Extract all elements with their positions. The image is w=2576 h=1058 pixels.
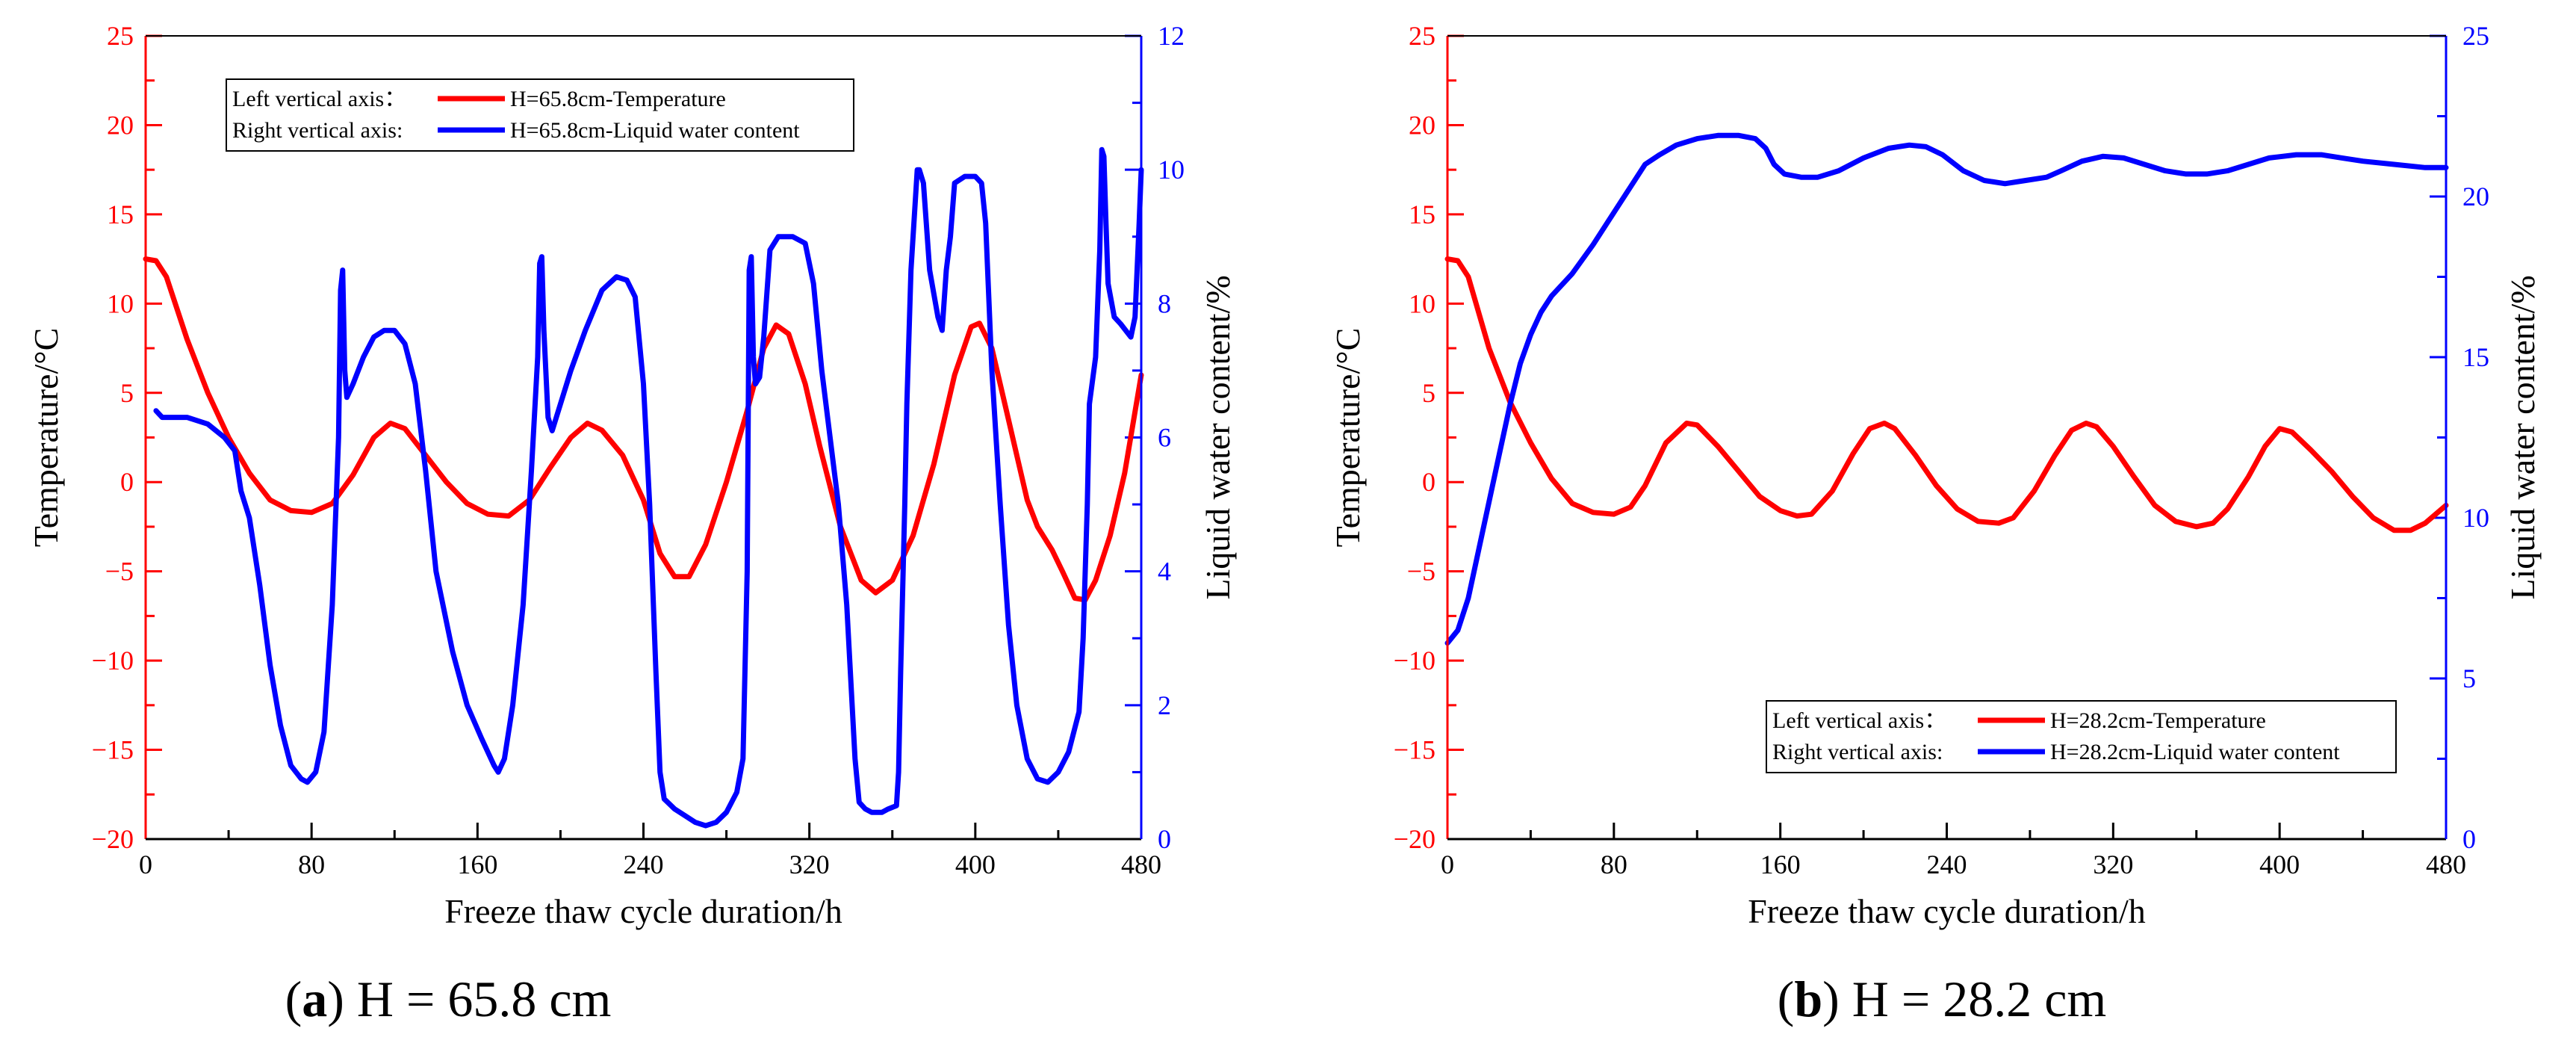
right-y-tick-label: 10 (1158, 155, 1185, 185)
right-y-tick-label: 8 (1158, 288, 1171, 318)
x-tick-label: 320 (2093, 850, 2133, 879)
legend-label-water: H=65.8cm-Liquid water content (510, 118, 800, 143)
right-y-tick-label: 6 (1158, 423, 1171, 453)
water-content-series-line (1444, 132, 2449, 646)
x-tick-label: 80 (298, 850, 325, 879)
left-y-tick-label: 20 (1409, 110, 1436, 140)
left-y-tick-label: −20 (1394, 824, 1436, 854)
legend-b: Left vertical axis： H=28.2cm-Temperature… (1766, 700, 2397, 773)
x-tick-label: 80 (1601, 850, 1627, 879)
tick-labels-b: 0 80 160 240 320 400 480 −20 −15 −10 −5 0 5 10 15 20 25 0… (1394, 21, 2489, 879)
temperature-series-line (143, 256, 1144, 603)
axes-frame-a (144, 35, 1143, 841)
left-y-tick-label: −10 (1394, 646, 1436, 675)
temperature-series-line (1444, 256, 2449, 533)
x-tick-label: 400 (955, 850, 996, 879)
legend-a: Left vertical axis： H=65.8cm-Temperature… (226, 78, 854, 152)
right-y-axis-title: Liquid water content/% (1199, 275, 1237, 599)
legend-label-temperature: H=65.8cm-Temperature (510, 87, 726, 111)
left-y-tick-label: −5 (105, 557, 134, 587)
x-tick-label: 0 (139, 850, 152, 879)
left-y-tick-label: 0 (1422, 467, 1436, 497)
left-y-tick-label: −20 (92, 824, 134, 854)
series-a (143, 146, 1144, 829)
right-y-tick-label: 20 (2462, 182, 2489, 211)
left-y-tick-label: −10 (92, 646, 134, 675)
right-y-tick-label: 25 (2462, 21, 2489, 51)
x-tick-label: 160 (1760, 850, 1801, 879)
legend-prefix-water: Right vertical axis: (232, 118, 403, 143)
left-y-tick-label: 15 (107, 199, 134, 229)
x-axis-title: Freeze thaw cycle duration/h (444, 892, 842, 930)
tick-labels-a: 0 80 160 240 320 400 480 −20 −15 −10 −5 0 5 10 15 20 25 0… (92, 21, 1185, 879)
x-tick-label: 480 (2426, 850, 2466, 879)
left-y-tick-label: 20 (107, 110, 134, 140)
caption-b: (b) H = 28.2 cm (1778, 971, 2107, 1027)
caption-text: H = 65.8 cm (357, 971, 612, 1027)
legend-box (1766, 700, 2397, 773)
x-tick-label: 320 (789, 850, 830, 879)
left-y-tick-label: −5 (1407, 557, 1436, 587)
legend-label-water: H=28.2cm-Liquid water content (2050, 740, 2340, 764)
left-y-tick-label: −15 (1394, 735, 1436, 765)
right-y-tick-label: 2 (1158, 690, 1171, 720)
caption-letter: a (302, 971, 327, 1027)
legend-prefix-water: Right vertical axis: (1772, 740, 1943, 764)
x-axis-title: Freeze thaw cycle duration/h (1748, 892, 2146, 930)
left-y-axis-title: Temperature/°C (27, 328, 65, 548)
right-y-tick-label: 10 (2462, 503, 2489, 533)
left-y-tick-label: 5 (120, 378, 134, 408)
left-y-tick-label: 15 (1409, 199, 1436, 229)
legend-box (226, 78, 854, 152)
right-y-tick-label: 0 (2462, 824, 2476, 854)
x-tick-label: 240 (624, 850, 664, 879)
legend-label-temperature: H=28.2cm-Temperature (2050, 708, 2266, 733)
caption-text: H = 28.2 cm (1852, 971, 2107, 1027)
left-y-tick-label: 10 (1409, 288, 1436, 318)
left-y-tick-label: 5 (1422, 378, 1436, 408)
caption-letter: b (1794, 971, 1822, 1027)
x-tick-label: 160 (457, 850, 497, 879)
water-content-series-line (153, 146, 1144, 829)
caption: (b) H = 28.2 cm (1778, 971, 2107, 1027)
right-y-tick-label: 15 (2462, 342, 2489, 372)
chart-panel-a: 0 80 160 240 320 400 480 −20 −15 −10 −5 0 5 10 15 20 25 0… (27, 21, 1237, 1027)
x-tick-label: 400 (2259, 850, 2300, 879)
left-y-tick-label: 25 (107, 21, 134, 51)
caption: (a) H = 65.8 cm (285, 971, 612, 1027)
right-y-tick-label: 0 (1158, 824, 1171, 854)
left-y-axis-title: Temperature/°C (1329, 328, 1367, 548)
x-tick-label: 240 (1927, 850, 1967, 879)
left-y-tick-label: 10 (107, 288, 134, 318)
right-y-axis-title: Liquid water content/% (2504, 275, 2542, 599)
right-y-tick-label: 5 (2462, 663, 2476, 693)
left-y-tick-label: −15 (92, 735, 134, 765)
x-tick-label: 480 (1121, 850, 1161, 879)
right-y-tick-label: 12 (1158, 21, 1185, 51)
right-y-tick-label: 4 (1158, 557, 1171, 587)
legend-prefix-temperature: Left vertical axis： (232, 87, 406, 111)
left-y-tick-label: 25 (1409, 21, 1436, 51)
caption-a: (a) H = 65.8 cm (285, 971, 612, 1027)
legend-prefix-temperature: Left vertical axis： (1772, 708, 1946, 733)
x-tick-label: 0 (1441, 850, 1454, 879)
axes-frame-b (1446, 35, 2448, 841)
series-b (1444, 132, 2449, 646)
left-y-tick-label: 0 (120, 467, 134, 497)
chart-panel-b: 0 80 160 240 320 400 480 −20 −15 −10 −5 0 5 10 15 20 25 0… (1329, 21, 2542, 1027)
